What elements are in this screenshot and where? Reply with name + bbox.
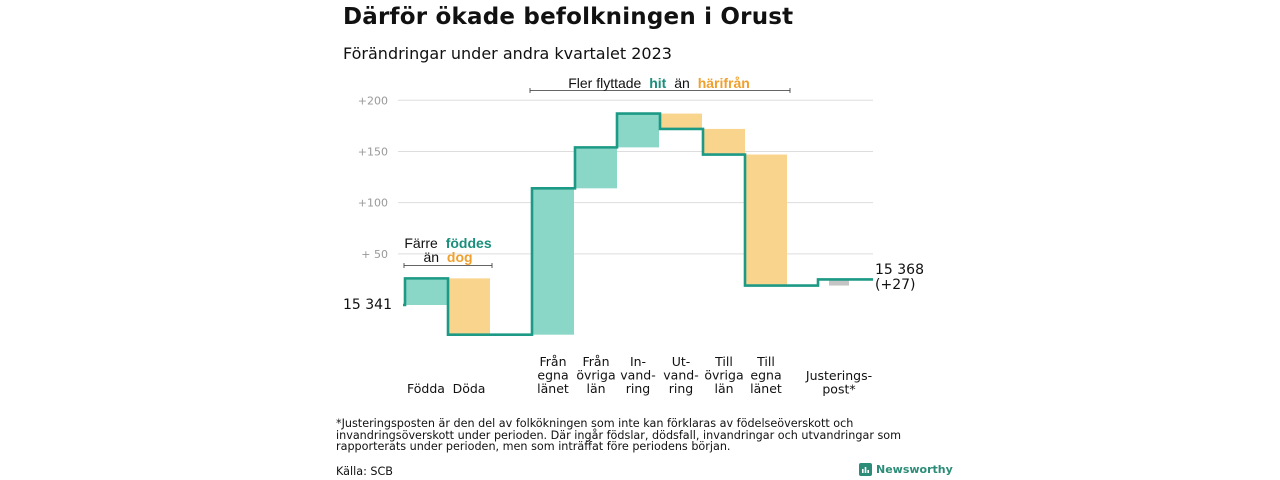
bars (405, 113, 849, 335)
step-line (403, 112, 873, 336)
start-value-label: 15 341 (343, 297, 392, 313)
category-label-fodda: Födda (407, 381, 445, 396)
brand-name: Newsworthy (876, 463, 953, 476)
category-label-invand: vand- (620, 368, 655, 383)
category-label-utvand: vand- (663, 368, 698, 383)
category-label-invand: ring (626, 381, 650, 396)
bar-fran-ovr (575, 147, 617, 189)
category-label-just: post* (822, 382, 855, 397)
births-annotation-text: Färre (404, 235, 438, 251)
bar-utvand (660, 113, 702, 129)
births-annotation-out: dog (447, 249, 473, 265)
chart-title: Därför ökade befolkningen i Orust (343, 4, 794, 30)
category-label-fran-egna: Från (539, 354, 566, 369)
category-label-utvand: Ut- (672, 354, 691, 369)
migration-annotation-hit: hit (649, 75, 666, 91)
category-label-till-ovr: övriga (704, 368, 743, 383)
svg-text:Färre föddes: Färre föddes (404, 235, 491, 251)
gridlines (398, 99, 873, 255)
y-tick-labels: + 50 +100 +150 +200 (358, 94, 388, 261)
category-labels: Födda DödaFrånegnalänetFrånövrigalänIn-va… (407, 354, 872, 397)
waterfall-chart: Födda DödaFrånegnalänetFrånövrigalänIn-va… (343, 75, 924, 397)
migration-annotation-mid: än (674, 75, 690, 91)
category-label-fran-ovr: övriga (576, 368, 615, 383)
births-annotation: Färre föddes än dog (403, 235, 493, 268)
source-label: Källa: SCB (336, 465, 393, 478)
end-change-label: (+27) (875, 277, 915, 293)
bar-fodda (405, 278, 447, 305)
footnote: *Justeringsposten är den del av folkökni… (336, 417, 902, 453)
y-tick-label: +100 (358, 197, 388, 210)
y-tick-label: +150 (358, 145, 388, 158)
category-label-fran-ovr: Från (582, 354, 609, 369)
migration-annotation-out: härifrån (698, 75, 750, 91)
chart-subtitle: Förändringar under andra kvartalet 2023 (343, 44, 672, 63)
bar-till-ovr (703, 128, 745, 155)
migration-annotation-bracket (529, 88, 791, 93)
bar-just (829, 279, 849, 286)
category-label-doda: Döda (453, 381, 486, 396)
category-label-till-egna: Till (756, 354, 775, 369)
category-label-till-ovr: Till (714, 354, 733, 369)
migration-annotation-text: Fler flyttade (568, 75, 641, 91)
bar-invand (617, 113, 659, 148)
category-label-till-ovr: län (714, 381, 733, 396)
y-tick-label: + 50 (361, 248, 388, 261)
category-label-fran-ovr: län (586, 381, 605, 396)
bar-doda (448, 278, 490, 335)
births-annotation-hit: föddes (446, 235, 492, 251)
svg-text:Fler flyttade hit: Fler flyttade hit än härifrån (568, 75, 750, 91)
newsworthy-bar-chart-icon (859, 463, 872, 476)
category-label-just: Justerings- (805, 368, 872, 383)
bar-till-egna (745, 154, 787, 286)
category-label-fran-egna: länet (537, 381, 569, 396)
category-label-till-egna: länet (750, 381, 782, 396)
brand[interactable]: Newsworthy (859, 463, 953, 476)
bar-fran-egna (532, 188, 574, 335)
cumulative-line (403, 112, 873, 336)
y-tick-label: +200 (358, 94, 388, 107)
category-label-fran-egna: egna (537, 368, 568, 383)
end-value-label: 15 368 (875, 262, 924, 278)
births-annotation-bracket (403, 263, 493, 268)
category-label-till-egna: egna (750, 368, 781, 383)
svg-text:än dog: än dog (423, 249, 472, 265)
category-label-utvand: ring (669, 381, 693, 396)
category-label-invand: In- (630, 354, 646, 369)
migration-annotation: Fler flyttade hit än härifrån (529, 75, 791, 93)
births-annotation-mid: än (423, 249, 439, 265)
